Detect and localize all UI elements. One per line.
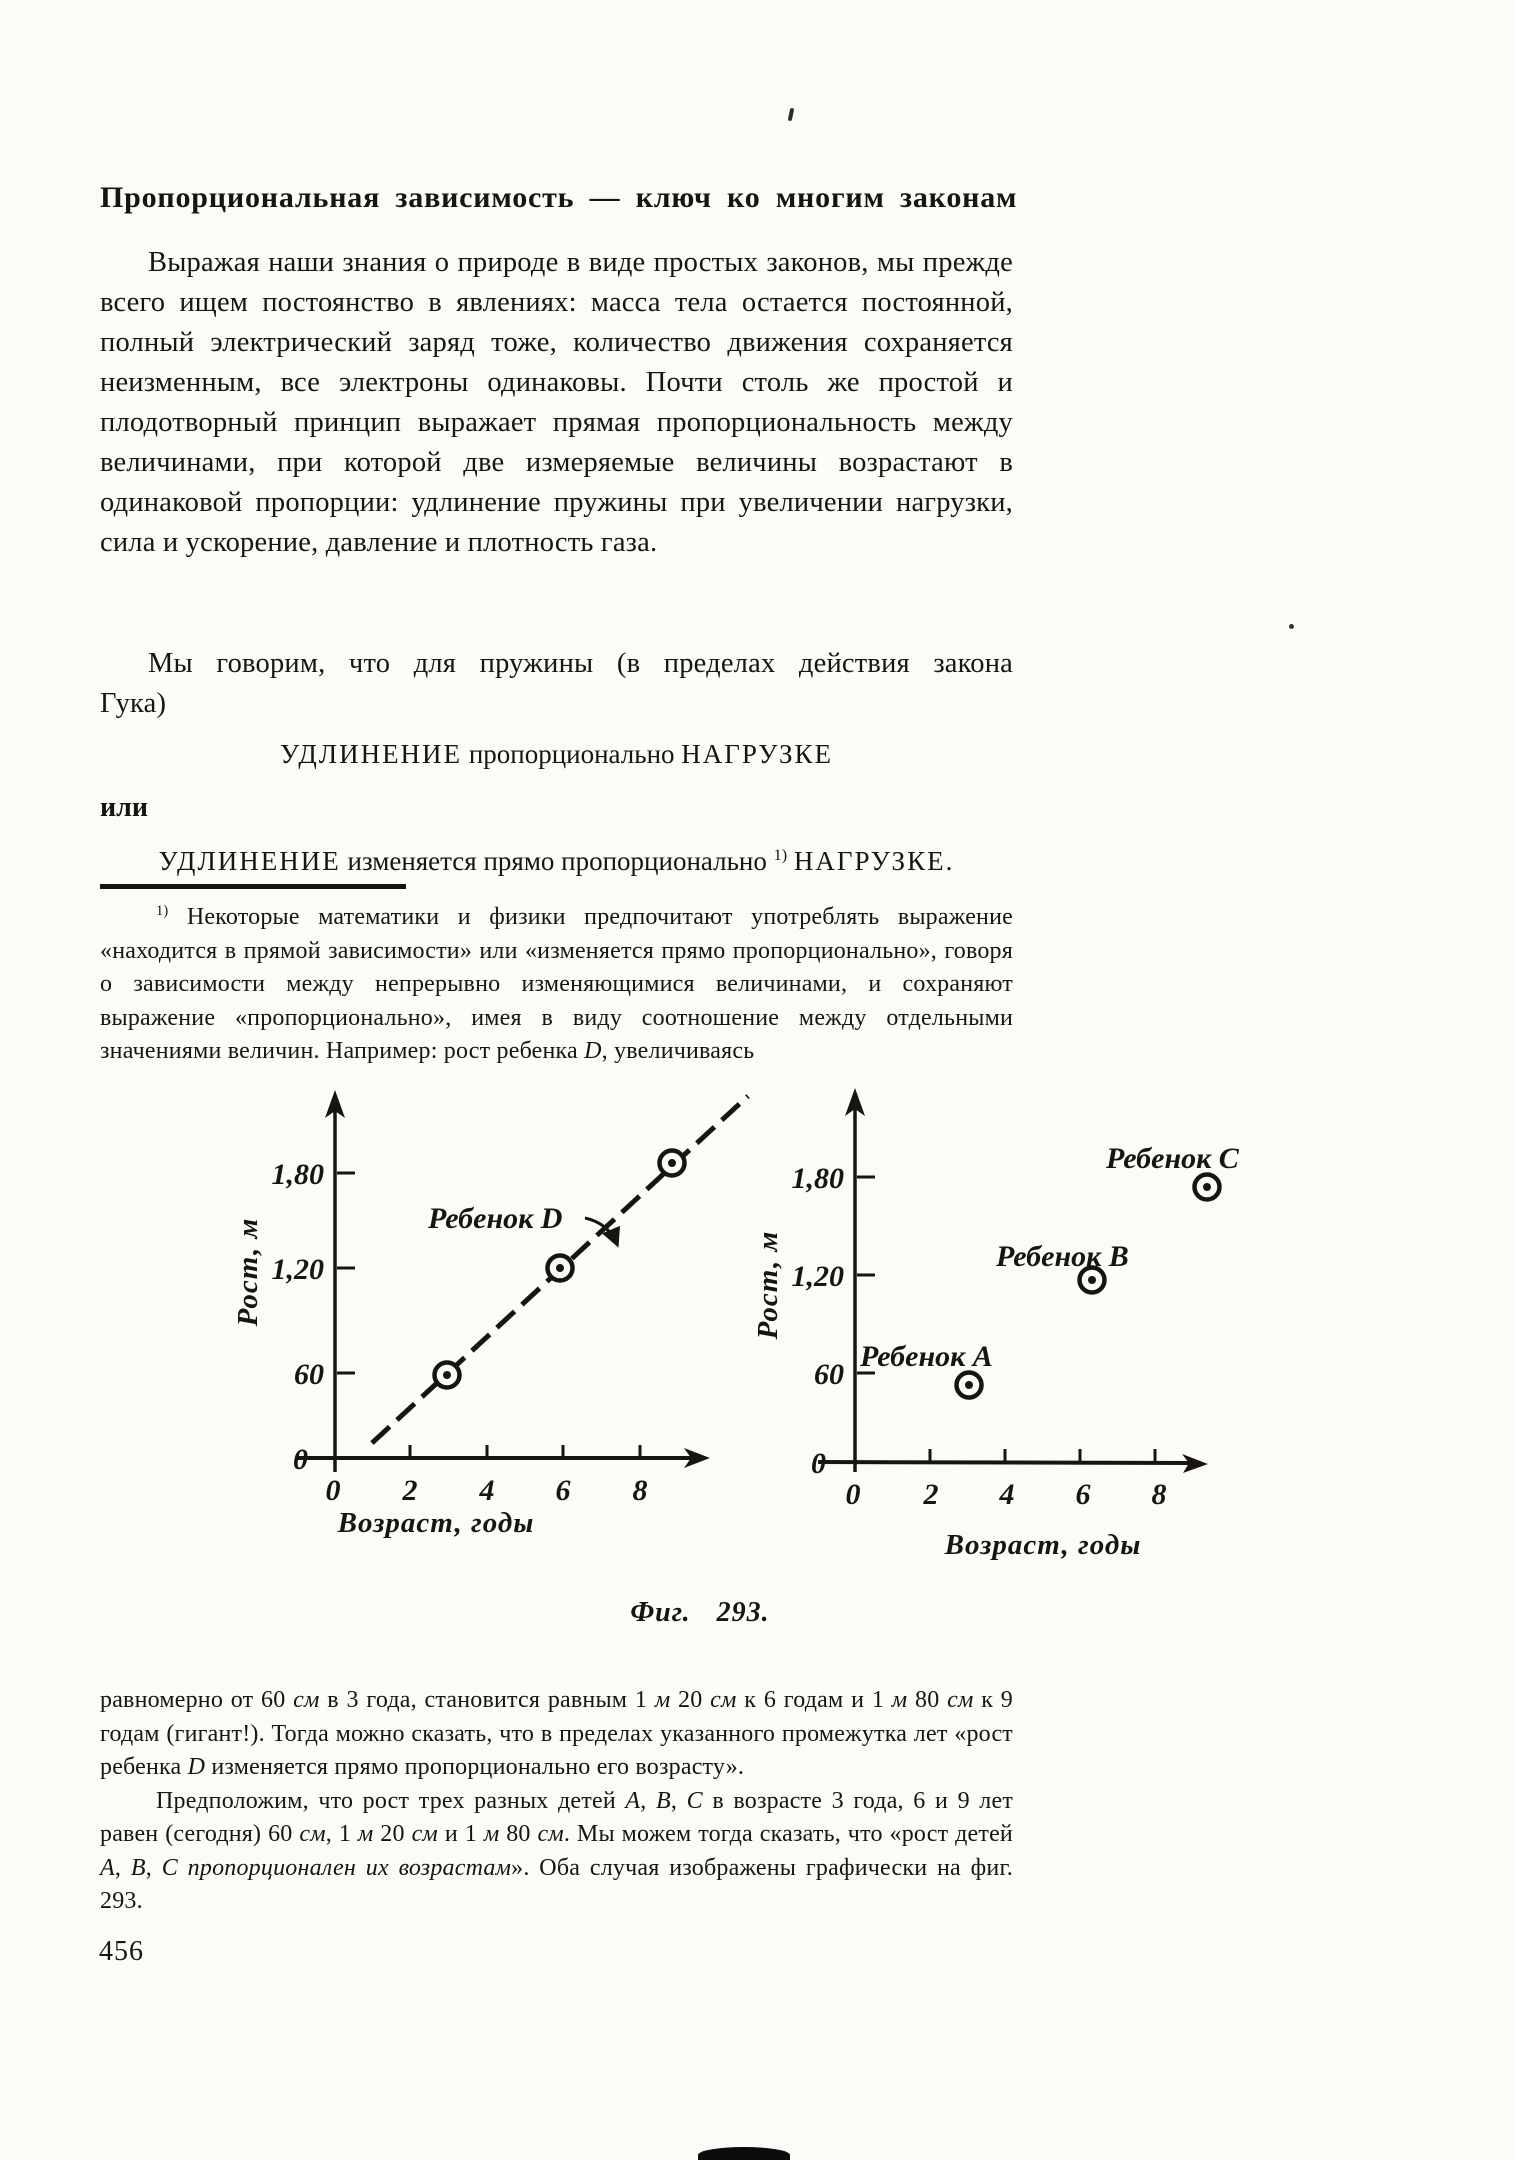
scan-artifact-smudge (698, 2147, 790, 2160)
data-point-d-age9 (657, 1148, 687, 1178)
footnote-continuation: равномерно от 60 см в 3 года, становится… (100, 1684, 1013, 1919)
left-ytick-label-zero: 0 (293, 1443, 308, 1476)
right-xtick-label: 4 (999, 1478, 1015, 1511)
right-ytick-label-zero: 0 (811, 1447, 826, 1480)
right-y-axis-arrow-icon (845, 1088, 865, 1116)
right-ytick-label: 1,20 (792, 1260, 845, 1293)
chart-right-children-abc: 1,80 1,20 60 0 0 2 4 6 8 Возраст, годы Р… (752, 1088, 1240, 1561)
right-x-axis-arrow-icon (1182, 1454, 1208, 1473)
right-xtick-label: 6 (1076, 1478, 1091, 1511)
annotation-child-d: Ребенок D (427, 1202, 562, 1235)
left-ytick-label: 1,20 (272, 1253, 325, 1286)
statement-directly-proportional: УДЛИНЕНИЕ изменяется прямо пропорциональ… (158, 846, 955, 876)
left-xtick-label: 8 (633, 1474, 648, 1507)
right-xtick-label: 2 (923, 1478, 939, 1511)
scan-artifact-dot (1289, 624, 1294, 629)
right-ytick-label: 60 (814, 1358, 844, 1391)
left-x-axis-arrow-icon (684, 1448, 710, 1468)
right-x-axis (817, 1460, 1193, 1465)
paragraph-intro: Выражая наши знания о природе в виде про… (100, 247, 1013, 558)
scan-artifact-mark (787, 107, 795, 122)
label-child-a: Ребенок A (859, 1340, 993, 1373)
data-point-c (1192, 1172, 1222, 1202)
left-y-axis-arrow-icon (325, 1090, 345, 1118)
page-number: 456 (99, 1936, 144, 1967)
right-xaxis-label: Возраст, годы (944, 1529, 1142, 1561)
figure-caption: Фиг. 293. (630, 1597, 770, 1628)
left-xtick-label: 6 (556, 1474, 571, 1507)
footnote-text-top: 1) Некоторые математики и физики предпоч… (100, 903, 1013, 1064)
right-yaxis-label: Рост, м (752, 1231, 784, 1341)
paragraph-spring: Мы говорим, что для пружины (в пределах … (100, 648, 1013, 719)
annotation-arrow-icon (584, 1216, 620, 1248)
or-word: или (100, 792, 148, 823)
data-point-a (954, 1370, 984, 1400)
left-yaxis-label: Рост, м (232, 1218, 264, 1328)
data-point-d-age3 (432, 1360, 462, 1390)
footnote-text-cont2: Предположим, что рост трех разных детей … (100, 1787, 1014, 1915)
figure-293: 1,80 1,20 60 0 0 2 4 6 8 Возраст, годы Р… (232, 1088, 1240, 1561)
left-ytick-label: 1,80 (272, 1158, 325, 1191)
footnote-text-cont1: равномерно от 60 см в 3 года, становится… (100, 1687, 1013, 1780)
left-ytick-label: 60 (294, 1358, 324, 1391)
left-xtick-label: 2 (402, 1474, 418, 1507)
label-child-b: Ребенок B (995, 1240, 1129, 1273)
left-xtick-label: 0 (326, 1474, 341, 1507)
data-point-b (1077, 1265, 1107, 1295)
left-xtick-label: 4 (479, 1474, 495, 1507)
footnote-rule (100, 884, 406, 889)
right-ytick-label: 1,80 (792, 1162, 845, 1195)
right-xtick-label: 0 (846, 1478, 861, 1511)
page-title: Пропорциональная зависимость — ключ ко м… (100, 181, 1018, 214)
statement-proportional: УДЛИНЕНИЕ пропорционально НАГРУЗКЕ (279, 739, 834, 769)
data-point-d-age6 (545, 1253, 575, 1283)
chart-left-child-d: 1,80 1,20 60 0 0 2 4 6 8 Возраст, годы Р… (232, 1090, 750, 1539)
label-child-c: Ребенок C (1105, 1142, 1240, 1175)
right-xtick-label: 8 (1152, 1478, 1167, 1511)
left-xaxis-label: Возраст, годы (337, 1507, 535, 1539)
